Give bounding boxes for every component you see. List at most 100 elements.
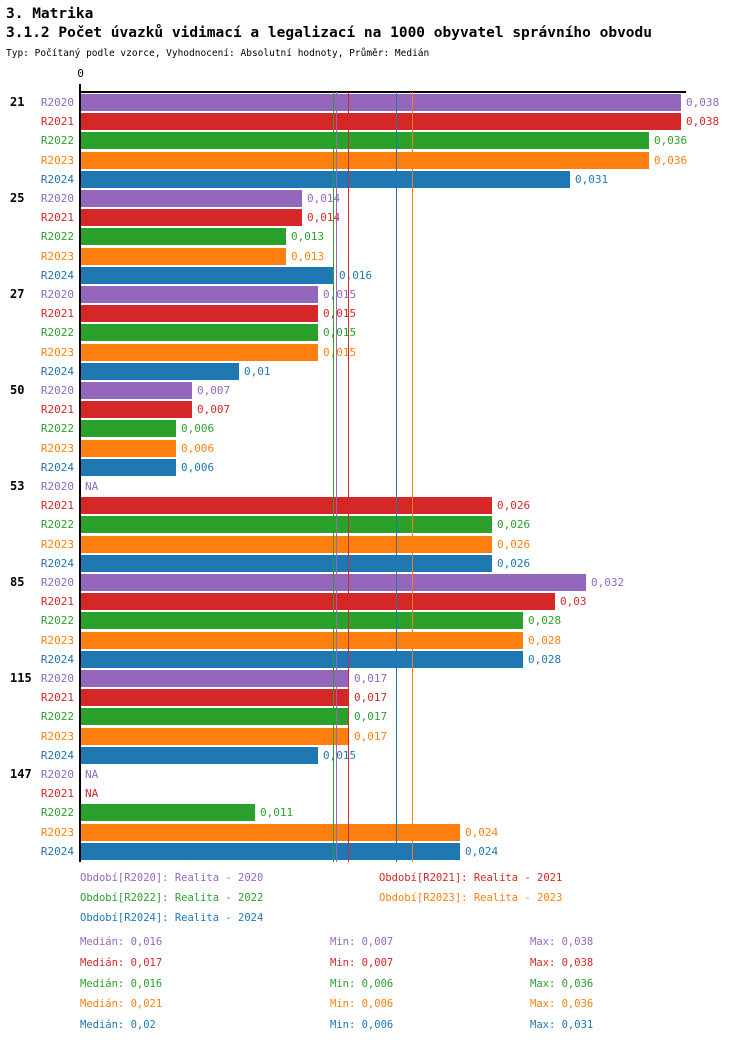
- stat-median-R2020: Medián: 0,016: [80, 936, 163, 948]
- series-label-53-R2020: R2020: [40, 480, 74, 493]
- value-label-25-R2020: 0,014: [307, 192, 341, 205]
- legend-item-R2024: Období[R2024]: Realita - 2024: [80, 912, 264, 924]
- value-label-85-R2021: 0,03: [560, 595, 587, 609]
- stats-row-R2022: Medián: 0,016 Min: 0,006 Max: 0,036: [80, 978, 720, 999]
- bar-25-R2020: [81, 190, 302, 207]
- bar-27-R2021: [81, 305, 318, 323]
- value-label-53-R2023: 0,026: [497, 537, 531, 551]
- category-label-53: 53: [10, 479, 25, 493]
- series-label-21-R2024: R2024: [40, 172, 74, 186]
- x-axis-line: [79, 91, 686, 93]
- axis-zero-tick-label: 0: [77, 67, 84, 80]
- stat-min-R2024: Min: 0,006: [330, 1019, 394, 1032]
- bar-25-R2024: [81, 266, 334, 284]
- value-label-27-R2024: 0,01: [244, 364, 271, 378]
- series-label-115-R2020: R2020: [40, 672, 74, 685]
- stat-median-R2024: Medián: 0,02: [80, 1019, 156, 1032]
- bar-21-R2021: [81, 113, 681, 131]
- stat-max-R2020: Max: 0,038: [530, 936, 594, 948]
- value-label-147-R2023: 0,024: [465, 825, 499, 839]
- series-label-85-R2020: R2020: [40, 576, 74, 589]
- value-label-21-R2020: 0,038: [686, 96, 720, 109]
- series-label-27-R2021: R2021: [40, 307, 74, 321]
- stat-max-R2022: Max: 0,036: [530, 977, 594, 990]
- series-label-147-R2020: R2020: [40, 768, 74, 781]
- series-label-147-R2024: R2024: [40, 844, 74, 858]
- bar-115-R2024: [81, 746, 318, 764]
- stats-row-R2023: Medián: 0,021 Min: 0,006 Max: 0,036: [80, 998, 720, 1019]
- value-label-21-R2024: 0,031: [575, 172, 609, 186]
- bar-25-R2022: [81, 228, 286, 246]
- value-label-21-R2022: 0,036: [654, 134, 688, 148]
- stat-max-R2021: Max: 0,038: [530, 956, 594, 969]
- stat-max-R2024: Max: 0,031: [530, 1019, 594, 1032]
- bar-21-R2024: [81, 170, 570, 188]
- value-label-50-R2021: 0,007: [197, 403, 231, 417]
- value-label-115-R2023: 0,017: [354, 729, 388, 743]
- series-label-115-R2023: R2023: [40, 729, 74, 743]
- value-label-53-R2024: 0,026: [497, 556, 531, 570]
- stats-table: Medián: 0,016 Min: 0,007 Max: 0,038 Medián:…: [80, 936, 720, 1040]
- legend-item-R2020: Období[R2020]: Realita - 2020: [80, 872, 264, 884]
- value-label-85-R2024: 0,028: [528, 652, 562, 666]
- series-label-50-R2023: R2023: [40, 441, 74, 455]
- value-label-53-R2022: 0,026: [497, 518, 531, 532]
- stat-min-R2023: Min: 0,006: [330, 998, 394, 1011]
- value-label-25-R2022: 0,013: [291, 230, 325, 244]
- series-label-147-R2022: R2022: [40, 806, 74, 820]
- bar-85-R2021: [81, 593, 555, 611]
- median-line-R2024: [396, 92, 397, 862]
- stat-median-R2021: Medián: 0,017: [80, 956, 163, 969]
- legend: Období[R2020]: Realita - 2020 Období[R202…: [80, 872, 720, 932]
- bar-115-R2023: [81, 727, 349, 745]
- stat-min-R2020: Min: 0,007: [330, 936, 394, 948]
- legend-item-R2021: Období[R2021]: Realita - 2021: [379, 872, 563, 884]
- stat-max-R2023: Max: 0,036: [530, 998, 594, 1011]
- series-label-27-R2023: R2023: [40, 345, 74, 359]
- series-label-85-R2024: R2024: [40, 652, 74, 666]
- series-label-115-R2021: R2021: [40, 691, 74, 705]
- value-label-21-R2021: 0,038: [686, 115, 720, 129]
- stats-row-R2020: Medián: 0,016 Min: 0,007 Max: 0,038: [80, 936, 720, 957]
- series-label-21-R2023: R2023: [40, 153, 74, 167]
- bar-27-R2024: [81, 362, 239, 380]
- category-label-115: 115: [10, 671, 32, 685]
- value-label-85-R2023: 0,028: [528, 633, 562, 647]
- na-label-53-R2020: NA: [85, 480, 99, 493]
- bar-25-R2021: [81, 209, 302, 227]
- y-axis-line: [79, 84, 81, 862]
- series-label-115-R2022: R2022: [40, 710, 74, 724]
- series-label-27-R2020: R2020: [40, 288, 74, 301]
- stat-min-R2022: Min: 0,006: [330, 977, 394, 990]
- bar-21-R2022: [81, 132, 649, 150]
- value-label-27-R2022: 0,015: [323, 326, 357, 340]
- stat-median-R2023: Medián: 0,021: [80, 998, 163, 1011]
- series-label-53-R2023: R2023: [40, 537, 74, 551]
- bar-27-R2022: [81, 324, 318, 342]
- value-label-147-R2022: 0,011: [260, 806, 294, 820]
- bar-50-R2020: [81, 382, 192, 399]
- na-label-147-R2020: NA: [85, 768, 99, 781]
- series-label-21-R2022: R2022: [40, 134, 74, 148]
- bar-115-R2021: [81, 689, 349, 707]
- value-label-115-R2020: 0,017: [354, 672, 388, 685]
- bar-147-R2024: [81, 842, 460, 860]
- category-label-25: 25: [10, 191, 25, 205]
- stats-row-R2024: Medián: 0,02 Min: 0,006 Max: 0,031: [80, 1019, 720, 1040]
- chart-title: 3.1.2 Počet úvazků vidimací a legalizací…: [6, 25, 653, 41]
- series-label-85-R2023: R2023: [40, 633, 74, 647]
- series-label-147-R2023: R2023: [40, 825, 74, 839]
- bar-21-R2023: [81, 151, 649, 169]
- bar-50-R2023: [81, 439, 176, 457]
- series-label-21-R2020: R2020: [40, 96, 74, 109]
- bar-25-R2023: [81, 247, 286, 265]
- grouped-bar-chart: 0 21 R2020 0,038 R2021 0,038 R2022 0,036 R2023 0…: [10, 67, 720, 862]
- value-label-53-R2021: 0,026: [497, 499, 531, 513]
- value-label-85-R2022: 0,028: [528, 614, 562, 628]
- bar-27-R2023: [81, 343, 318, 361]
- series-label-85-R2022: R2022: [40, 614, 74, 628]
- bar-50-R2022: [81, 420, 176, 438]
- median-line-R2023: [412, 92, 413, 862]
- category-label-21: 21: [10, 95, 25, 109]
- value-label-27-R2023: 0,015: [323, 345, 357, 359]
